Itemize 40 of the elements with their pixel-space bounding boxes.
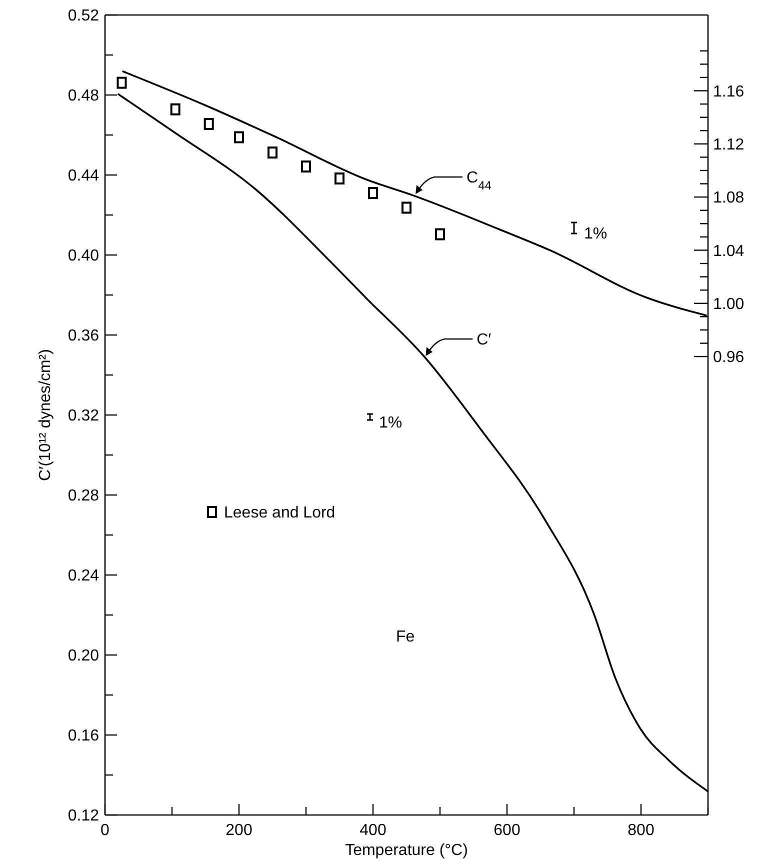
point xyxy=(204,118,214,130)
point xyxy=(234,131,244,144)
y-tick-label: 0.36 xyxy=(68,328,100,345)
y2-tick-label: 1.12 xyxy=(713,136,744,154)
x-axis-title: Temperature (°C) xyxy=(345,842,468,859)
y2-tick-label: 1.00 xyxy=(713,296,744,313)
point xyxy=(170,103,180,116)
y-tick-label: 0.24 xyxy=(68,568,100,585)
y-axis-title: C′(10¹² dynes/cm²) xyxy=(37,349,54,481)
y2-tick-label: 1.16 xyxy=(713,83,744,100)
y2-tick-label: 0.96 xyxy=(713,349,744,366)
y-tick-label: 0.20 xyxy=(68,648,100,665)
x-tick-label: 0 xyxy=(100,822,110,839)
point xyxy=(334,172,344,184)
y-tick-label: 0.12 xyxy=(68,808,100,825)
legend-label: Leese and Lord xyxy=(224,504,336,522)
annotation: 1% xyxy=(584,226,608,243)
x-tick-label: 200 xyxy=(226,822,252,839)
y-tick-label: 0.44 xyxy=(68,168,100,185)
x-tick-label: 800 xyxy=(628,822,654,839)
point xyxy=(268,146,278,159)
y-tick-label: 0.48 xyxy=(68,88,100,105)
point xyxy=(301,160,311,172)
annotation: 1% xyxy=(379,414,402,432)
point xyxy=(116,76,127,89)
y-tick-label: 0.16 xyxy=(68,728,100,745)
point xyxy=(368,187,378,200)
y-tick-label: 0.40 xyxy=(68,248,100,265)
y-tick-label: 0.28 xyxy=(68,488,100,505)
annotation: C$_{44}$ xyxy=(466,170,492,193)
annotation: Fe xyxy=(396,628,415,646)
point xyxy=(435,228,445,240)
annotation: C′ xyxy=(476,332,492,349)
y-tick-label: 0.52 xyxy=(68,8,100,25)
x-tick-label: 400 xyxy=(360,822,386,839)
y2-tick-label: 1.04 xyxy=(713,242,744,260)
y-tick-label: 0.32 xyxy=(68,408,100,425)
x-tick-label: 600 xyxy=(494,822,520,839)
point xyxy=(402,202,412,214)
y2-tick-label: 1.08 xyxy=(713,190,744,207)
